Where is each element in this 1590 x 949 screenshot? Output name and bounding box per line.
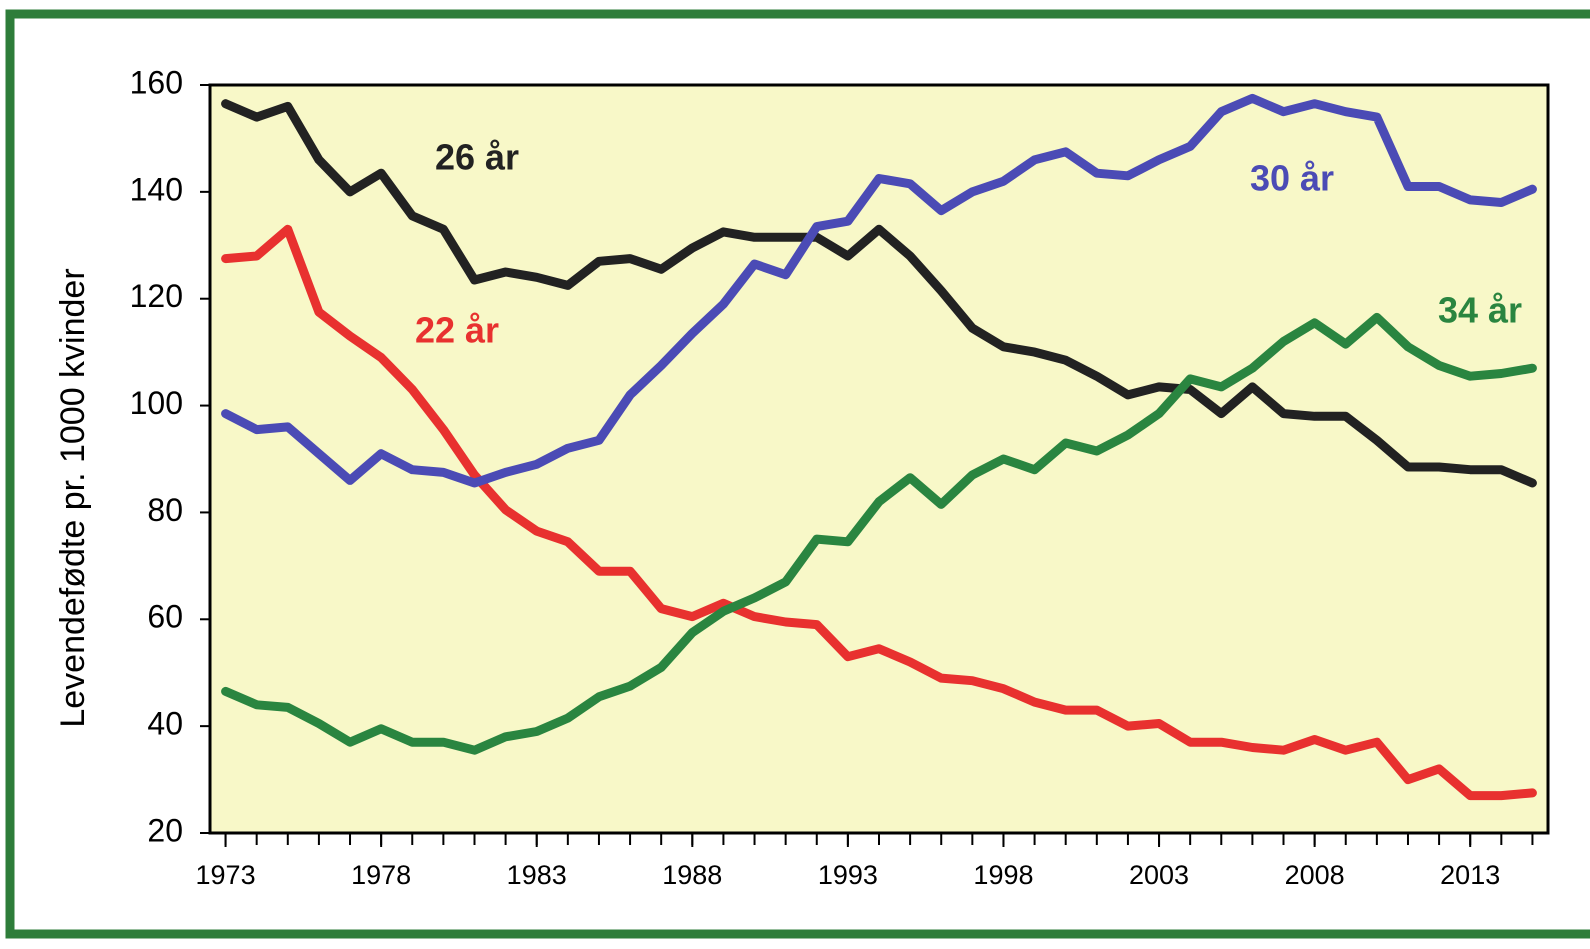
series-label: 30 år bbox=[1250, 158, 1334, 199]
y-tick-label: 40 bbox=[147, 706, 183, 742]
frame bbox=[5, 9, 1590, 939]
y-tick-label: 120 bbox=[130, 278, 183, 314]
series-line bbox=[221, 99, 1537, 488]
x-tick-label: 1978 bbox=[351, 860, 411, 890]
x-tick-label: 2013 bbox=[1440, 860, 1500, 890]
series-label: 34 år bbox=[1438, 290, 1522, 331]
series-label: 26 år bbox=[435, 137, 519, 178]
x-tick-label: 1983 bbox=[507, 860, 567, 890]
x-tick-label: 2003 bbox=[1129, 860, 1189, 890]
plot-border bbox=[208, 83, 1550, 835]
series-line bbox=[221, 312, 1537, 755]
x-tick-label: 1973 bbox=[196, 860, 256, 890]
y-tick-label: 60 bbox=[147, 599, 183, 635]
series-line bbox=[221, 224, 1537, 801]
y-tick-label: 160 bbox=[130, 64, 183, 100]
x-tick-label: 1993 bbox=[818, 860, 878, 890]
y-tick-label: 80 bbox=[147, 492, 183, 528]
plot-area bbox=[210, 85, 1548, 833]
series-line bbox=[221, 93, 1537, 488]
y-tick-label: 140 bbox=[130, 171, 183, 207]
x-tick-label: 2008 bbox=[1285, 860, 1345, 890]
y-tick-label: 20 bbox=[147, 812, 183, 848]
x-tick-label: 1998 bbox=[973, 860, 1033, 890]
series-label: 22 år bbox=[415, 310, 499, 351]
x-tick-label: 1988 bbox=[662, 860, 722, 890]
y-tick-label: 100 bbox=[130, 385, 183, 421]
y-axis-label: Levendefødte pr. 1000 kvinder bbox=[54, 268, 92, 727]
